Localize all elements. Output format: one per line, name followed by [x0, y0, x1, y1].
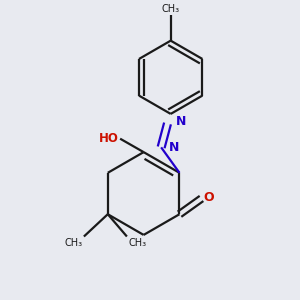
Text: CH₃: CH₃ [162, 4, 180, 14]
Text: CH₃: CH₃ [128, 238, 147, 248]
Text: O: O [203, 191, 214, 204]
Text: N: N [176, 116, 186, 128]
Text: HO: HO [99, 132, 118, 145]
Text: N: N [169, 141, 179, 154]
Text: CH₃: CH₃ [64, 238, 82, 248]
